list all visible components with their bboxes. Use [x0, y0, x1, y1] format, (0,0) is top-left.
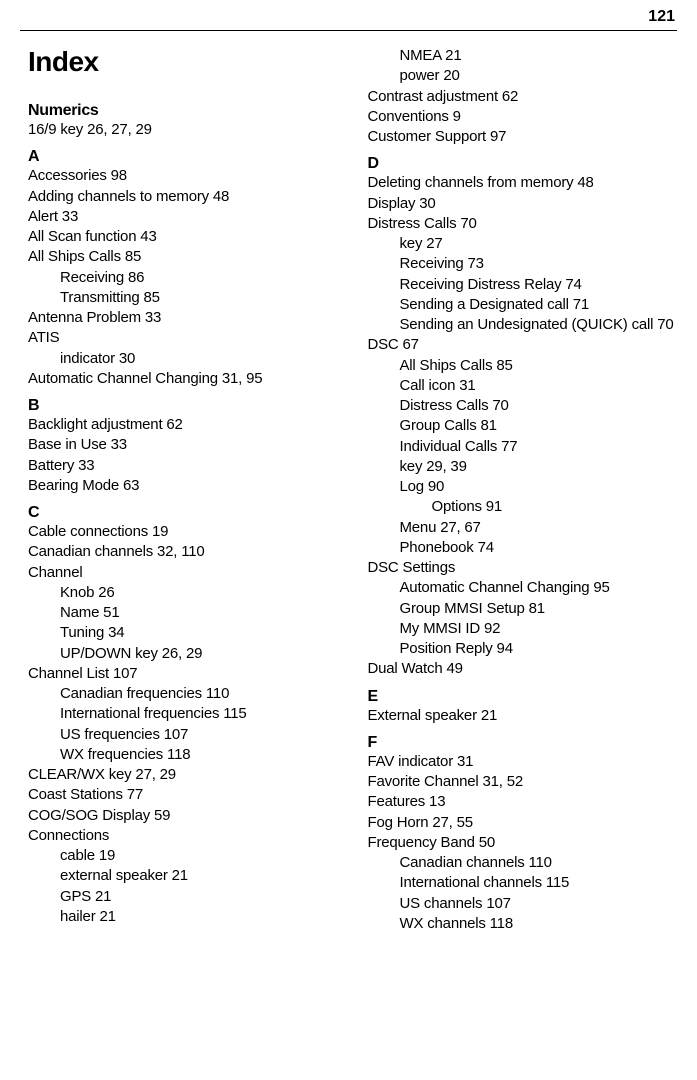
- index-entry: DSC 67: [368, 335, 678, 355]
- index-entry: Canadian frequencies 110: [28, 684, 338, 704]
- index-entry: Battery 33: [28, 456, 338, 476]
- index-entry: Dual Watch 49: [368, 659, 678, 679]
- index-entry: Favorite Channel 31, 52: [368, 772, 678, 792]
- index-section-head: B: [28, 397, 338, 415]
- index-entry: Customer Support 97: [368, 127, 678, 147]
- index-entry: Connections: [28, 826, 338, 846]
- left-column: Index Numerics16/9 key 26, 27, 29 AAccesso…: [28, 46, 353, 934]
- index-entry: US frequencies 107: [28, 725, 338, 745]
- index-entry: hailer 21: [28, 907, 338, 927]
- index-entry: Phonebook 74: [368, 538, 678, 558]
- index-section-head: A: [28, 148, 338, 166]
- index-entry: indicator 30: [28, 349, 338, 369]
- index-entry: Distress Calls 70: [368, 396, 678, 416]
- index-entry: DSC Settings: [368, 558, 678, 578]
- index-entry: All Ships Calls 85: [28, 247, 338, 267]
- index-entry: Call icon 31: [368, 376, 678, 396]
- index-entry: Automatic Channel Changing 95: [368, 578, 678, 598]
- index-entry: GPS 21: [28, 887, 338, 907]
- index-entry: Bearing Mode 63: [28, 476, 338, 496]
- index-section-head: C: [28, 504, 338, 522]
- index-entry: Log 90: [368, 477, 678, 497]
- index-entry: Menu 27, 67: [368, 518, 678, 538]
- index-entry: Distress Calls 70: [368, 214, 678, 234]
- index-section-head: Numerics: [28, 102, 338, 120]
- index-entry: International channels 115: [368, 873, 678, 893]
- index-entry: International frequencies 115: [28, 704, 338, 724]
- index-entry: power 20: [368, 66, 678, 86]
- index-entry: Channel List 107: [28, 664, 338, 684]
- index-entry: Receiving 73: [368, 254, 678, 274]
- index-entry: External speaker 21: [368, 706, 678, 726]
- right-column: NMEA 21power 20Contrast adjustment 62Con…: [353, 46, 678, 934]
- index-entry: Accessories 98: [28, 166, 338, 186]
- index-entry: Receiving 86: [28, 268, 338, 288]
- index-entry: Individual Calls 77: [368, 437, 678, 457]
- index-entry: Receiving Distress Relay 74: [368, 275, 678, 295]
- index-entry: Antenna Problem 33: [28, 308, 338, 328]
- index-entry: COG/SOG Display 59: [28, 806, 338, 826]
- index-entry: All Scan function 43: [28, 227, 338, 247]
- index-entry: Backlight adjustment 62: [28, 415, 338, 435]
- index-entry: All Ships Calls 85: [368, 356, 678, 376]
- index-entry: Channel: [28, 563, 338, 583]
- index-entry: Sending an Undesignated (QUICK) call 70: [368, 315, 678, 335]
- index-entry: NMEA 21: [368, 46, 678, 66]
- index-entry: key 27: [368, 234, 678, 254]
- index-entry: Transmitting 85: [28, 288, 338, 308]
- index-content: Index Numerics16/9 key 26, 27, 29 AAccesso…: [28, 46, 677, 934]
- index-entry: Options 91: [368, 497, 678, 517]
- index-entry: US channels 107: [368, 894, 678, 914]
- index-entry: 16/9 key 26, 27, 29: [28, 120, 338, 140]
- index-entry: Tuning 34: [28, 623, 338, 643]
- index-entry: key 29, 39: [368, 457, 678, 477]
- index-entry: Group MMSI Setup 81: [368, 599, 678, 619]
- index-entry: Canadian channels 110: [368, 853, 678, 873]
- index-entry: Name 51: [28, 603, 338, 623]
- index-title: Index: [28, 46, 338, 78]
- index-entry: Sending a Designated call 71: [368, 295, 678, 315]
- index-entry: Conventions 9: [368, 107, 678, 127]
- index-entry: ATIS: [28, 328, 338, 348]
- index-section-head: E: [368, 688, 678, 706]
- index-section-head: F: [368, 734, 678, 752]
- index-section-head: D: [368, 155, 678, 173]
- index-entry: Automatic Channel Changing 31, 95: [28, 369, 338, 389]
- index-entry: My MMSI ID 92: [368, 619, 678, 639]
- index-entry: Alert 33: [28, 207, 338, 227]
- page-number: 121: [648, 8, 675, 26]
- index-entry: Adding channels to memory 48: [28, 187, 338, 207]
- index-entry: Display 30: [368, 194, 678, 214]
- index-entry: FAV indicator 31: [368, 752, 678, 772]
- index-entry: CLEAR/WX key 27, 29: [28, 765, 338, 785]
- index-entry: Group Calls 81: [368, 416, 678, 436]
- index-entry: Base in Use 33: [28, 435, 338, 455]
- index-entry: Cable connections 19: [28, 522, 338, 542]
- index-entry: cable 19: [28, 846, 338, 866]
- index-entry: Fog Horn 27, 55: [368, 813, 678, 833]
- index-entry: Position Reply 94: [368, 639, 678, 659]
- index-entry: external speaker 21: [28, 866, 338, 886]
- top-rule: [20, 30, 677, 31]
- index-entry: WX channels 118: [368, 914, 678, 934]
- index-entry: Contrast adjustment 62: [368, 87, 678, 107]
- index-entry: UP/DOWN key 26, 29: [28, 644, 338, 664]
- index-entry: WX frequencies 118: [28, 745, 338, 765]
- index-entry: Frequency Band 50: [368, 833, 678, 853]
- index-entry: Knob 26: [28, 583, 338, 603]
- index-entry: Coast Stations 77: [28, 785, 338, 805]
- index-entry: Deleting channels from memory 48: [368, 173, 678, 193]
- index-entry: Features 13: [368, 792, 678, 812]
- index-entry: Canadian channels 32, 110: [28, 542, 338, 562]
